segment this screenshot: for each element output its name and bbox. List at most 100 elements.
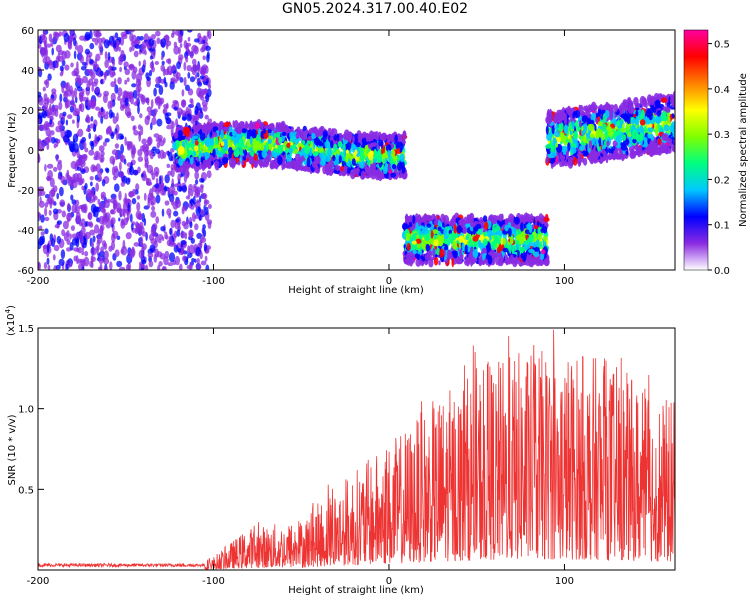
heatmap-cell <box>250 151 255 157</box>
heatmap-cell <box>128 30 135 33</box>
heatmap-cell <box>281 131 287 137</box>
heatmap-cell <box>204 255 208 262</box>
heatmap-cell <box>41 141 45 150</box>
heatmap-cell <box>277 155 283 165</box>
heatmap-cell <box>427 250 433 258</box>
heatmap-cell <box>368 151 374 161</box>
heatmap-cell <box>482 215 488 223</box>
heatmap-cell <box>100 150 105 157</box>
heatmap-cell <box>84 31 91 41</box>
heatmap-cell <box>180 240 187 245</box>
heatmap-cell <box>189 50 194 59</box>
heatmap-cell <box>99 51 103 56</box>
heatmap-cell <box>126 111 132 116</box>
heatmap-cell <box>138 132 142 142</box>
heatmap-cell <box>478 257 483 267</box>
heatmap-cell <box>129 166 133 173</box>
heatmap-cell <box>177 34 183 44</box>
heatmap-cell <box>490 241 497 251</box>
heatmap-cell <box>167 262 174 267</box>
heatmap-cell <box>135 183 140 191</box>
heatmap-cell <box>120 31 127 37</box>
heatmap-cell <box>40 231 45 236</box>
heatmap-cell <box>149 55 153 60</box>
heatmap-cell <box>331 128 338 137</box>
heatmap-cell <box>402 130 407 141</box>
heatmap-cell <box>153 108 158 113</box>
heatmap-cell <box>373 148 377 159</box>
heatmap-cell <box>119 171 124 178</box>
heatmap-cell <box>149 244 156 253</box>
heatmap-cell <box>124 68 131 76</box>
heatmap-cell <box>152 223 158 231</box>
heatmap-cell <box>147 198 151 209</box>
heatmap-cell <box>137 149 143 157</box>
heatmap-cell <box>158 139 165 147</box>
heatmap-cell <box>40 35 48 43</box>
heatmap-cell <box>196 87 202 97</box>
heatmap-cell <box>136 195 141 200</box>
heatmap-cell <box>361 134 366 139</box>
heatmap-cell <box>92 97 96 107</box>
heatmap-cell <box>76 166 81 171</box>
heatmap-cell <box>122 239 126 250</box>
heatmap-cell <box>133 50 139 58</box>
heatmap-cell <box>259 159 263 169</box>
heatmap-cell <box>212 126 219 131</box>
heatmap-cell <box>167 188 170 194</box>
heatmap-cell <box>124 79 128 85</box>
heatmap-cell <box>71 98 75 108</box>
heatmap-cell <box>98 145 105 152</box>
heatmap-cell <box>59 93 63 103</box>
heatmap-cell <box>347 133 353 138</box>
heatmap-cell <box>63 91 69 99</box>
heatmap-cell <box>452 250 458 259</box>
heatmap-cell <box>464 244 468 255</box>
heatmap-cell <box>110 112 115 118</box>
heatmap-cell <box>138 249 144 259</box>
heatmap-cell <box>41 124 48 131</box>
heatmap-cell <box>44 216 50 222</box>
heatmap-cell <box>198 196 202 203</box>
heatmap-cell <box>195 179 199 185</box>
heatmap-cell <box>160 226 166 232</box>
heatmap-cell <box>103 242 108 250</box>
heatmap-cell <box>397 141 403 147</box>
heatmap-cell <box>96 239 101 248</box>
heatmap-cell <box>405 232 411 242</box>
heatmap-cell <box>84 250 89 257</box>
heatmap-cell <box>153 166 160 176</box>
heatmap-cell <box>88 149 95 156</box>
heatmap-cell <box>84 231 91 240</box>
heatmap-cell <box>496 246 502 254</box>
heatmap-cell <box>196 72 200 78</box>
heatmap-cell <box>102 93 108 104</box>
heatmap-cell <box>243 149 248 157</box>
heatmap-cell <box>81 250 85 256</box>
heatmap-cell <box>241 160 245 166</box>
heatmap-cell <box>246 157 249 162</box>
heatmap-cell <box>170 164 174 171</box>
heatmap-cell <box>151 117 157 126</box>
heatmap-cell <box>94 209 99 218</box>
heatmap-marks <box>38 30 675 270</box>
heatmap-cell <box>150 122 153 131</box>
heatmap-cell <box>146 181 153 186</box>
heatmap-cell <box>101 179 106 187</box>
heatmap-cell <box>148 69 153 77</box>
heatmap-cell <box>277 123 284 133</box>
heatmap-cell <box>443 227 448 236</box>
heatmap-cell <box>116 260 123 268</box>
heatmap-cell <box>154 61 159 65</box>
heatmap-cell <box>118 217 121 222</box>
heatmap-cell <box>237 124 243 135</box>
heatmap-cell <box>197 206 202 213</box>
heatmap-cell <box>199 251 203 260</box>
heatmap-cell <box>376 171 380 179</box>
heatmap-cell <box>446 249 452 258</box>
heatmap-cell <box>437 220 442 227</box>
heatmap-cell <box>158 85 164 96</box>
heatmap-cell <box>218 152 224 158</box>
heatmap-cell <box>207 118 213 124</box>
heatmap-cell <box>147 252 154 258</box>
